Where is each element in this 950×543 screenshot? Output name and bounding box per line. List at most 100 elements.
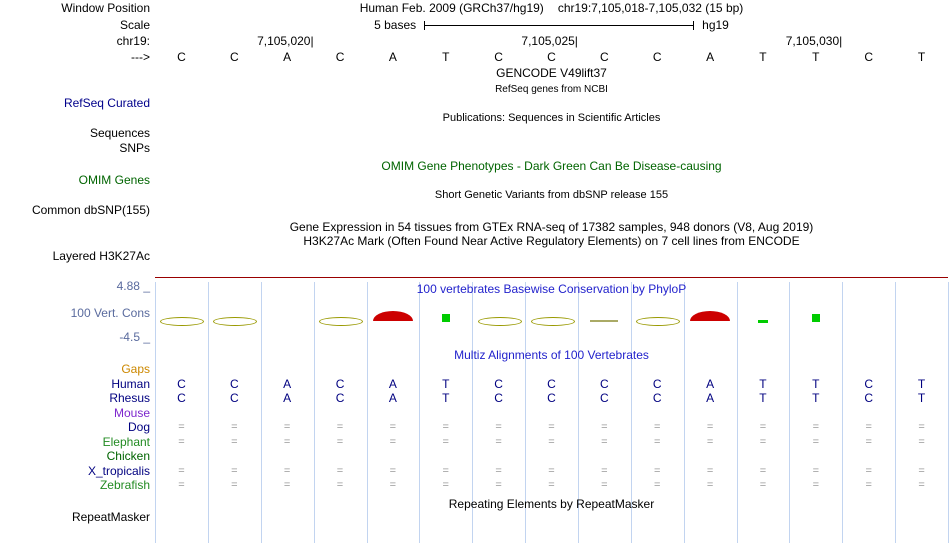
unalignable-marker: =	[918, 465, 925, 477]
base-guideline	[630, 282, 632, 543]
h3k27ac-label[interactable]: Layered H3K27Ac	[52, 249, 150, 263]
base-guideline	[472, 282, 474, 543]
conservation-glyph-ellipse	[160, 317, 205, 326]
omim-track-title[interactable]: OMIM Gene Phenotypes - Dark Green Can Be…	[381, 159, 722, 173]
alignment-base: C	[177, 391, 186, 405]
unalignable-marker: =	[231, 421, 238, 433]
unalignable-marker: =	[918, 421, 925, 433]
scale-value: 5 bases	[374, 18, 417, 32]
base-guideline	[366, 282, 368, 543]
species-label-dog[interactable]: Dog	[127, 420, 150, 434]
snps-label[interactable]: SNPs	[119, 141, 150, 155]
alignment-base: T	[812, 391, 820, 405]
unalignable-marker: =	[918, 436, 925, 448]
dbsnp-track-title[interactable]: Short Genetic Variants from dbSNP releas…	[434, 189, 669, 201]
unalignable-marker: =	[706, 436, 714, 448]
multiz-track-title[interactable]: Multiz Alignments of 100 Vertebrates	[454, 348, 649, 362]
alignment-base: T	[917, 391, 926, 405]
assembly-text: Human Feb. 2009 (GRCh37/hg19)	[359, 1, 544, 15]
alignment-base: C	[652, 391, 662, 405]
conservation-glyph-ellipse	[477, 317, 522, 326]
reference-base: C	[547, 50, 556, 64]
alignment-base: A	[706, 377, 715, 391]
species-label-rhesus[interactable]: Rhesus	[109, 391, 150, 405]
conservation-glyph-ellipse	[213, 317, 258, 326]
gtex-track-title[interactable]: Gene Expression in 54 tissues from GTEx …	[289, 220, 814, 234]
conservation-track-title[interactable]: 100 vertebrates Basewise Conservation by…	[416, 282, 687, 296]
species-label-mouse[interactable]: Mouse	[113, 406, 150, 420]
alignment-base: C	[177, 377, 186, 391]
publications-track-title[interactable]: Publications: Sequences in Scientific Ar…	[442, 112, 661, 124]
unalignable-marker: =	[654, 465, 661, 477]
gencode-track-title[interactable]: GENCODE V49lift37	[496, 66, 607, 80]
reference-base: T	[442, 50, 450, 64]
unalignable-marker: =	[812, 421, 820, 433]
conservation-glyph-arc	[690, 311, 731, 321]
alignment-base: A	[706, 391, 715, 405]
alignment-base: C	[335, 377, 345, 391]
alignment-base: T	[917, 377, 926, 391]
unalignable-marker: =	[812, 479, 820, 491]
repeatmasker-label[interactable]: RepeatMasker	[71, 510, 150, 524]
alignment-base: C	[600, 377, 609, 391]
unalignable-marker: =	[548, 465, 555, 477]
unalignable-marker: =	[759, 479, 767, 491]
header-position-line: Human Feb. 2009 (GRCh37/hg19) chr19:7,10…	[155, 2, 948, 15]
unalignable-marker: =	[601, 479, 608, 491]
unalignable-marker: =	[231, 465, 238, 477]
reference-base: A	[388, 50, 397, 64]
alignment-base: C	[864, 391, 874, 405]
base-guideline	[260, 282, 262, 543]
unalignable-marker: =	[178, 421, 185, 433]
unalignable-marker: =	[336, 465, 344, 477]
species-label-human[interactable]: Human	[111, 377, 150, 391]
refseq-track-subtitle[interactable]: RefSeq genes from NCBI	[495, 84, 608, 95]
reference-base: T	[759, 50, 767, 64]
sequences-label[interactable]: Sequences	[89, 126, 150, 140]
alignment-base: C	[494, 377, 503, 391]
unalignable-marker: =	[548, 421, 555, 433]
base-guideline	[842, 282, 844, 543]
repeatmasker-track-title[interactable]: Repeating Elements by RepeatMasker	[448, 497, 655, 511]
h3k27ac-track-title[interactable]: H3K27Ac Mark (Often Found Near Active Re…	[303, 234, 800, 248]
alignment-base: T	[442, 377, 450, 391]
reference-base: C	[335, 50, 345, 64]
species-label-chicken[interactable]: Chicken	[106, 449, 150, 463]
dbsnp-label[interactable]: Common dbSNP(155)	[31, 203, 150, 217]
conservation-max-value: 4.88 _	[116, 279, 150, 293]
unalignable-marker: =	[654, 421, 661, 433]
position-text: chr19:7,105,018-7,105,032 (15 bp)	[557, 1, 744, 15]
conservation-glyph-ellipse	[319, 317, 364, 326]
unalignable-marker: =	[495, 436, 502, 448]
unalignable-marker: =	[601, 436, 608, 448]
alignment-base: C	[652, 377, 662, 391]
unalignable-marker: =	[389, 465, 397, 477]
alignment-base: C	[335, 391, 345, 405]
refseq-curated-label[interactable]: RefSeq Curated	[63, 96, 150, 110]
omim-genes-label[interactable]: OMIM Genes	[78, 173, 150, 187]
conservation-label[interactable]: 100 Vert. Cons	[70, 306, 150, 320]
species-label-zebrafish[interactable]: Zebrafish	[99, 478, 150, 492]
conservation-glyph-arc	[372, 311, 413, 321]
species-label-x_tropicalis[interactable]: X_tropicalis	[87, 464, 150, 478]
alignment-base: T	[442, 391, 450, 405]
base-guideline	[948, 282, 949, 543]
unalignable-marker: =	[812, 436, 820, 448]
reference-base: C	[494, 50, 503, 64]
alignment-base: T	[759, 391, 767, 405]
unalignable-marker: =	[178, 479, 185, 491]
unalignable-marker: =	[178, 436, 185, 448]
unalignable-marker: =	[706, 465, 714, 477]
h3k27ac-baseline	[155, 277, 948, 278]
unalignable-marker: =	[389, 436, 397, 448]
unalignable-marker: =	[759, 421, 767, 433]
species-label-gaps[interactable]: Gaps	[121, 362, 150, 376]
species-label-elephant[interactable]: Elephant	[102, 435, 150, 449]
coordinate-tick: 7,105,025|	[521, 34, 578, 48]
reference-base: C	[652, 50, 662, 64]
unalignable-marker: =	[495, 421, 502, 433]
unalignable-marker: =	[759, 465, 767, 477]
unalignable-marker: =	[654, 479, 661, 491]
alignment-base: C	[600, 391, 609, 405]
